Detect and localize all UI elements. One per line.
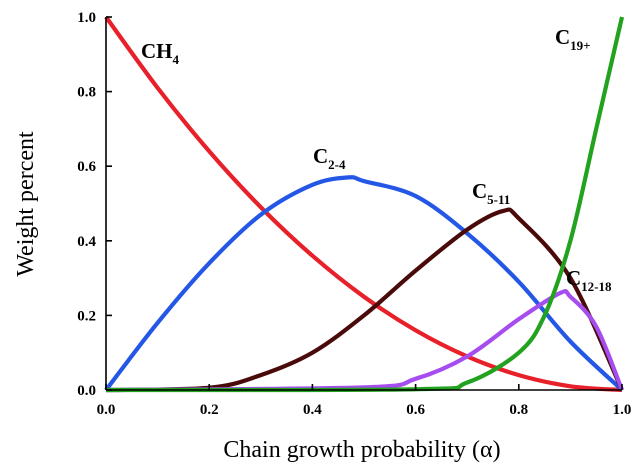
- x-tick-label: 0.4: [303, 402, 322, 418]
- y-tick-label: 0.4: [77, 234, 96, 250]
- axes-group: [105, 17, 622, 391]
- y-tick-label: 0.6: [77, 159, 96, 175]
- series-label-c5-11: C5-11: [472, 179, 510, 207]
- x-axis-label: Chain growth probability (α): [223, 437, 500, 463]
- series-label-c19-: C19+: [555, 25, 591, 53]
- x-tick-label: 0.2: [200, 402, 219, 418]
- series-label-ch4: CH4: [141, 39, 180, 67]
- y-tick-label: 1.0: [77, 10, 96, 26]
- x-tick-label: 0.8: [509, 402, 528, 418]
- series-line-c12-18: [105, 289, 624, 393]
- x-tick-label: 0.0: [97, 402, 116, 418]
- series-line-c19-: [105, 16, 625, 393]
- series-label-c12-18: C12-18: [566, 266, 612, 294]
- series-label-c2-4: C2-4: [313, 144, 346, 172]
- y-axis-label: Weight percent: [13, 131, 39, 277]
- series-line-c2-4: [104, 175, 624, 392]
- y-tick-label: 0.2: [77, 308, 96, 324]
- y-tick-label: 0.0: [77, 383, 96, 399]
- ticks-group: 0.0 0.2 0.4 0.6 0.8 1.0 0.0 0.2 0.4 0.6 0.8 1.0: [77, 10, 631, 418]
- x-tick-label: 1.0: [613, 402, 632, 418]
- series-line-c5-11: [105, 207, 624, 393]
- series-labels-group: CH4 C2-4 C5-11 C12-18 C19+: [141, 25, 612, 294]
- curves-group: [104, 15, 625, 393]
- series-line-ch4: [104, 15, 623, 393]
- x-tick-label: 0.6: [406, 402, 425, 418]
- y-tick-label: 0.8: [77, 85, 96, 101]
